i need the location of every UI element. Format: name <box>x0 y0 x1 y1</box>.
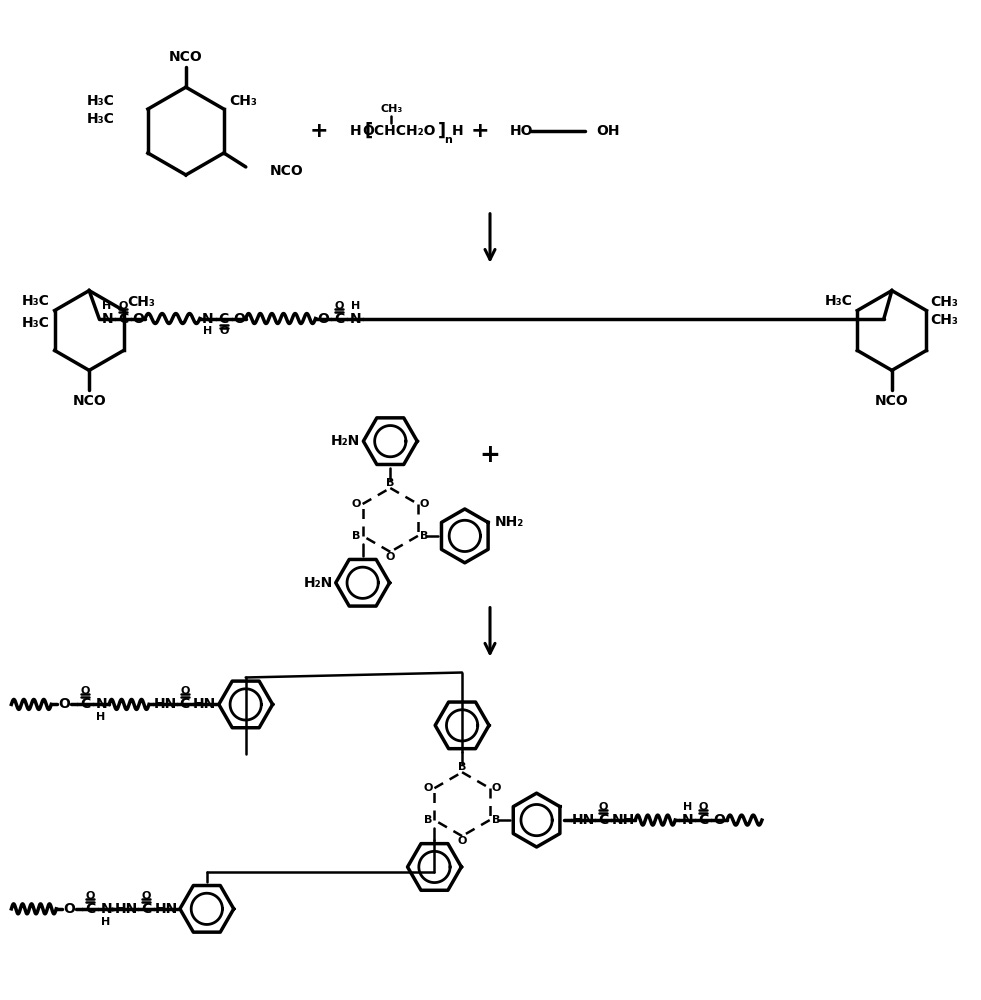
Text: C: C <box>85 902 95 916</box>
Text: O: O <box>457 836 467 846</box>
Text: OH: OH <box>596 124 620 138</box>
Text: NCO: NCO <box>270 164 303 178</box>
Text: N: N <box>95 697 107 711</box>
Text: O: O <box>491 783 501 793</box>
Text: O: O <box>713 813 725 827</box>
Text: O: O <box>181 686 189 696</box>
Text: H₂N: H₂N <box>332 434 360 448</box>
Text: N: N <box>202 312 214 326</box>
Text: O: O <box>85 891 95 901</box>
Text: [: [ <box>364 122 373 140</box>
Text: B: B <box>387 478 394 488</box>
Text: O: O <box>219 326 229 336</box>
Text: ]: ] <box>439 122 446 140</box>
Text: O: O <box>386 552 395 562</box>
Text: O: O <box>420 499 430 509</box>
Text: H: H <box>101 917 111 927</box>
Text: CH₃: CH₃ <box>229 94 257 108</box>
Text: O: O <box>132 312 144 326</box>
Text: H: H <box>203 326 213 336</box>
Text: N: N <box>682 813 693 827</box>
Text: HN: HN <box>115 902 137 916</box>
Text: O: O <box>63 902 76 916</box>
Text: H₃C: H₃C <box>87 112 115 126</box>
Text: CH₃: CH₃ <box>930 295 958 309</box>
Text: HN: HN <box>154 902 178 916</box>
Text: H: H <box>683 802 692 812</box>
Text: C: C <box>180 697 190 711</box>
Text: C: C <box>598 813 608 827</box>
Text: O: O <box>335 301 344 311</box>
Text: H₃C: H₃C <box>824 294 852 308</box>
Text: O: O <box>58 697 71 711</box>
Text: O: O <box>598 802 608 812</box>
Text: +: + <box>309 121 328 141</box>
Text: B: B <box>458 762 466 772</box>
Text: N: N <box>101 312 113 326</box>
Text: NH: NH <box>612 813 635 827</box>
Text: NCO: NCO <box>169 50 203 64</box>
Text: O: O <box>141 891 151 901</box>
Text: H₂N: H₂N <box>303 576 333 590</box>
Text: H: H <box>102 301 112 311</box>
Text: H: H <box>96 712 106 722</box>
Text: CH₃: CH₃ <box>381 104 402 114</box>
Text: OCHCH₂O: OCHCH₂O <box>363 124 436 138</box>
Text: B: B <box>424 815 432 825</box>
Text: +: + <box>471 121 490 141</box>
Text: n: n <box>444 135 452 145</box>
Text: C: C <box>118 312 129 326</box>
Text: O: O <box>698 802 708 812</box>
Text: B: B <box>492 815 500 825</box>
Text: B: B <box>352 531 360 541</box>
Text: C: C <box>335 312 344 326</box>
Text: O: O <box>119 301 128 311</box>
Text: HN: HN <box>572 813 595 827</box>
Text: C: C <box>141 902 151 916</box>
Text: CH₃: CH₃ <box>128 295 156 309</box>
Text: +: + <box>480 443 500 467</box>
Text: NCO: NCO <box>73 394 106 408</box>
Text: C: C <box>698 813 708 827</box>
Text: H₃C: H₃C <box>22 294 50 308</box>
Text: N: N <box>100 902 112 916</box>
Text: O: O <box>423 783 433 793</box>
Text: H: H <box>349 124 361 138</box>
Text: HN: HN <box>193 697 217 711</box>
Text: H₃C: H₃C <box>22 316 50 330</box>
Text: NH₂: NH₂ <box>494 515 524 529</box>
Text: O: O <box>318 312 330 326</box>
Text: C: C <box>219 312 229 326</box>
Text: H: H <box>351 301 360 311</box>
Text: O: O <box>232 312 244 326</box>
Text: HN: HN <box>153 697 177 711</box>
Text: H: H <box>451 124 463 138</box>
Text: H₃C: H₃C <box>87 94 115 108</box>
Text: NCO: NCO <box>875 394 908 408</box>
Text: N: N <box>349 312 361 326</box>
Text: B: B <box>420 531 429 541</box>
Text: C: C <box>80 697 90 711</box>
Text: HO: HO <box>510 124 534 138</box>
Text: O: O <box>351 499 361 509</box>
Text: O: O <box>80 686 90 696</box>
Text: CH₃: CH₃ <box>930 313 958 327</box>
